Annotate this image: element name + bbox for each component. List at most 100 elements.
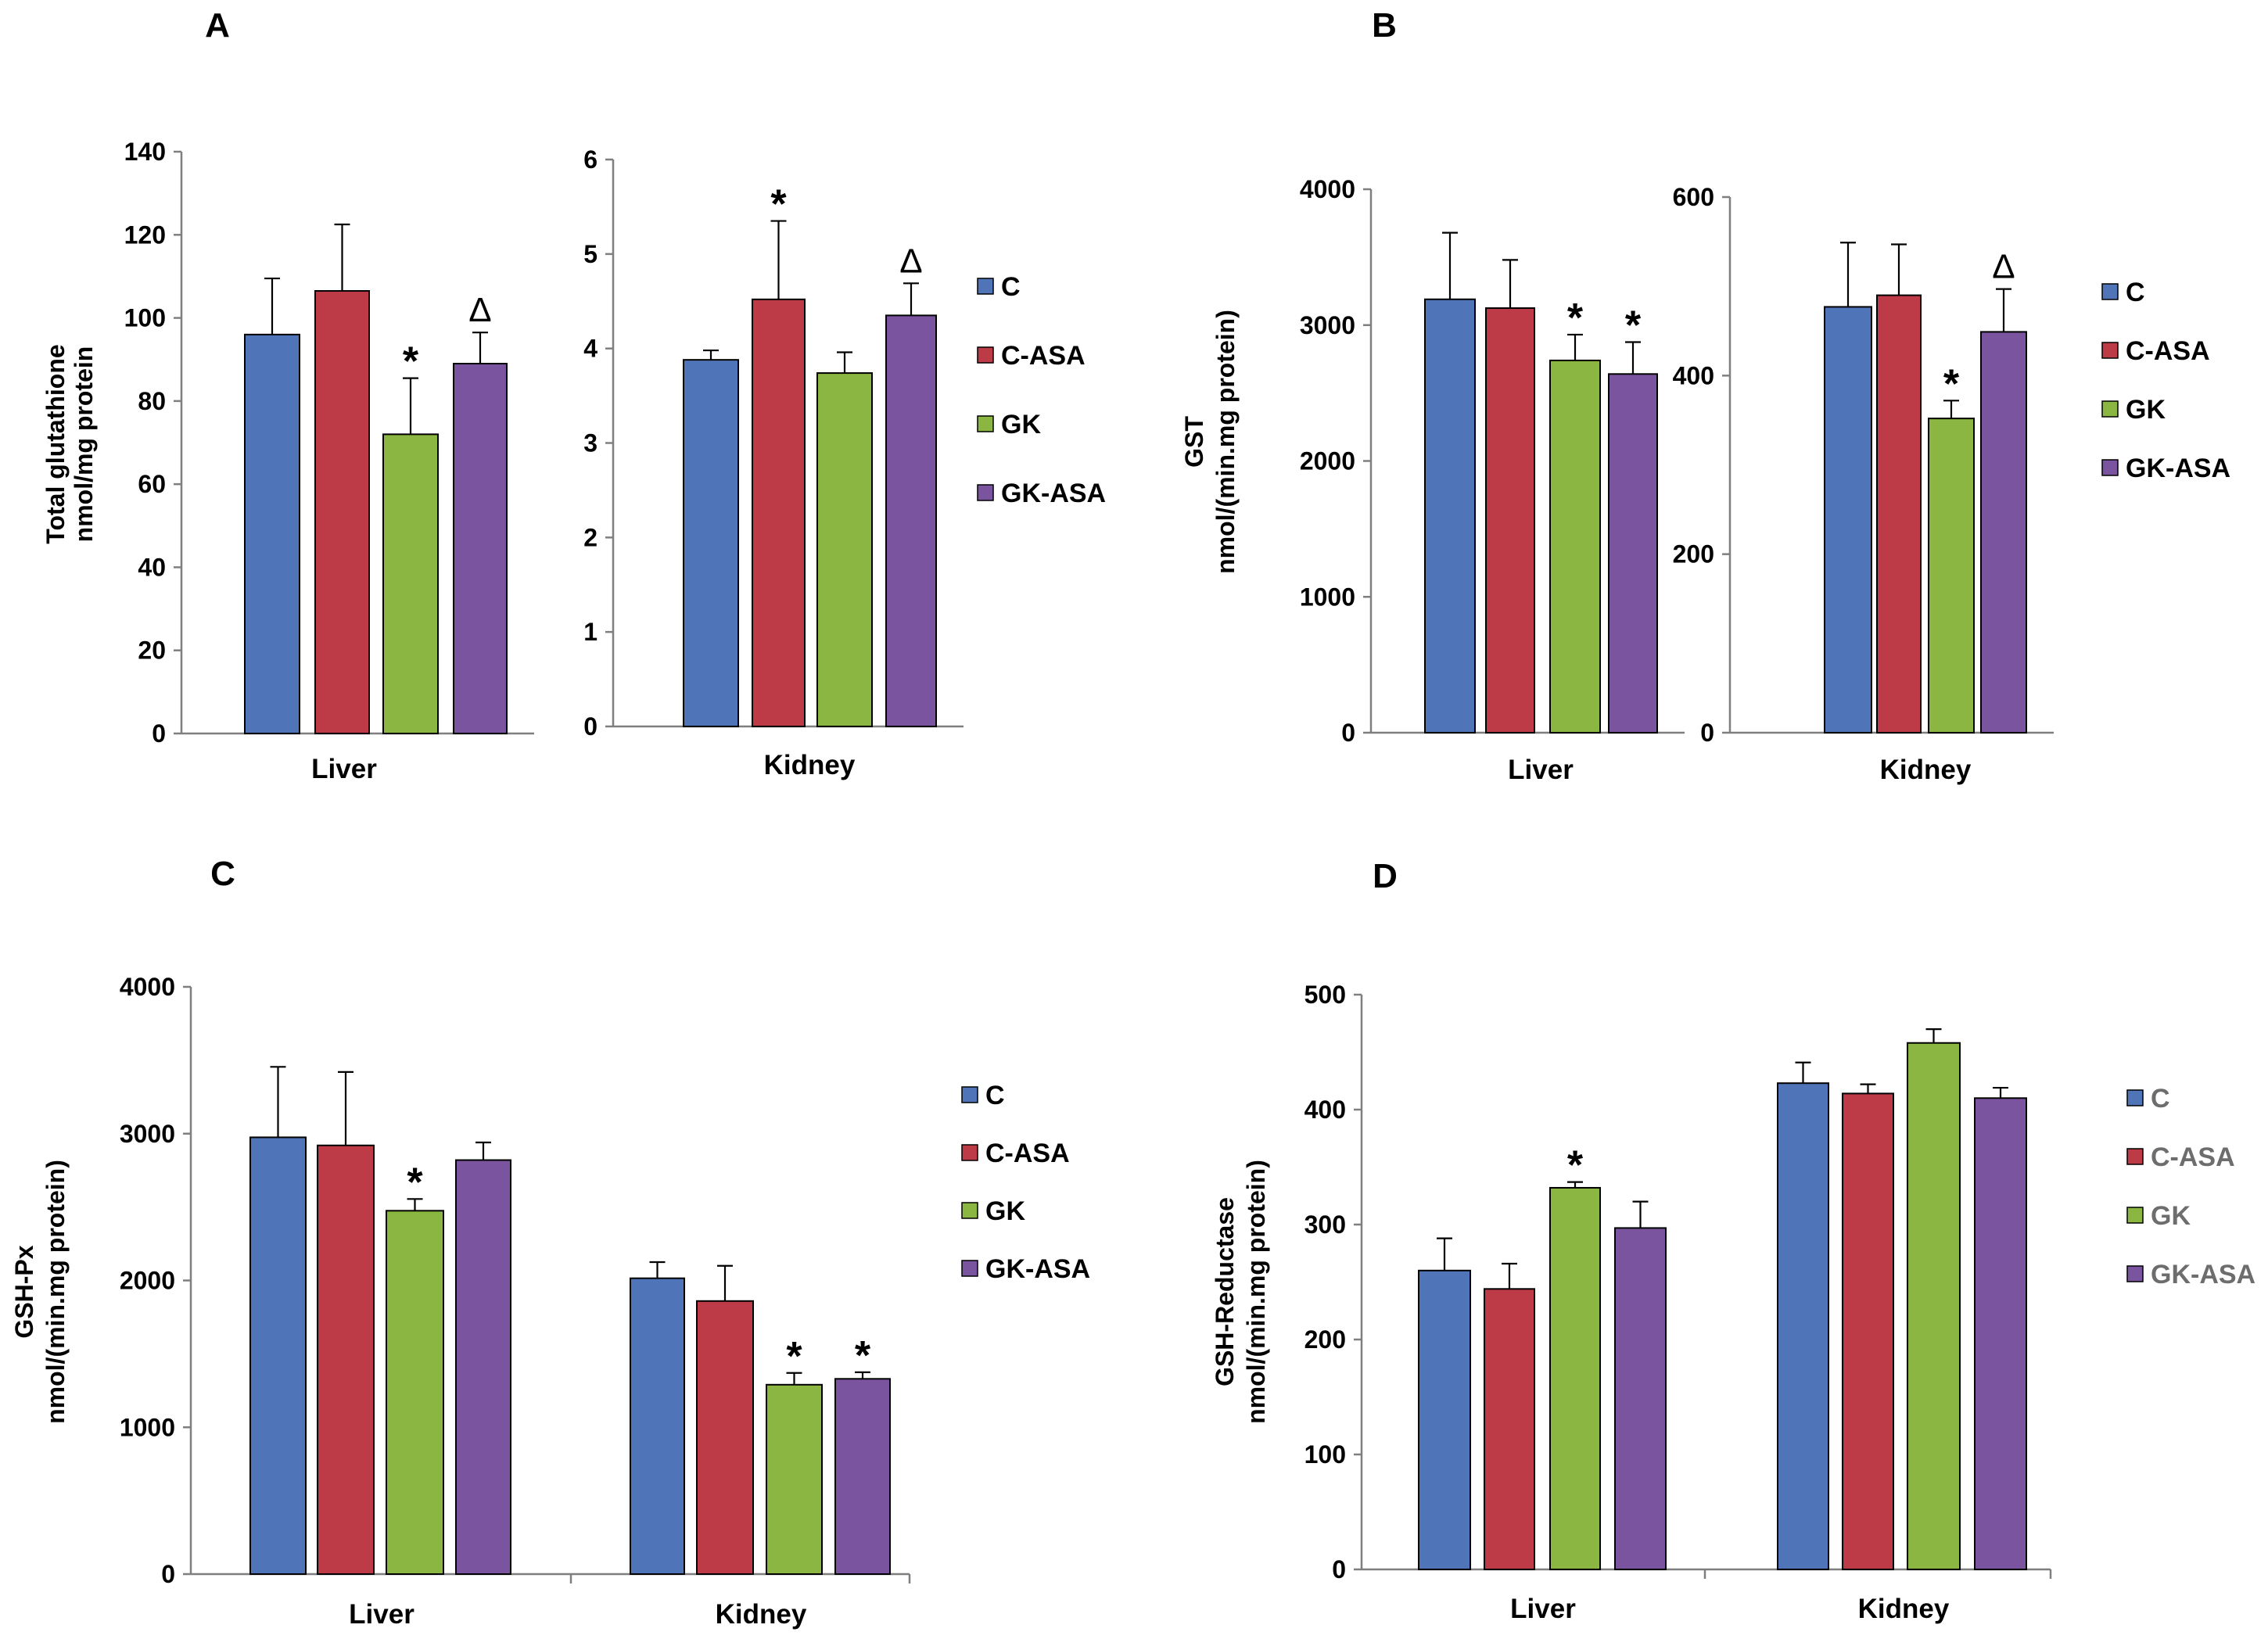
panel-c: C GSH-Px nmol/(min.mg protein) 0 1000 2000 300… (10, 855, 1090, 1630)
bar-liver-c-asa (314, 290, 370, 734)
significance-star: * (786, 1334, 802, 1379)
bar-kidney-c-asa (1842, 1092, 1894, 1571)
y-tick-label: 60 (138, 470, 166, 498)
y-tick-label: 2000 (120, 1267, 175, 1295)
bar-liver-gk (1549, 359, 1601, 733)
y-tick-label: 4000 (1300, 175, 1355, 203)
significance-star: * (403, 339, 419, 385)
legend-label-gk: GK (1001, 410, 1041, 439)
bar-liver-c (1418, 1269, 1471, 1571)
y-tick-label: 100 (124, 304, 166, 332)
y-tick-label: 6 (583, 145, 598, 174)
legend-swatch-gk (2101, 400, 2119, 418)
legend-swatch-gk-asa (961, 1260, 978, 1277)
legend-swatch-c-asa (2101, 342, 2119, 359)
y-axis-title: GST (1180, 416, 1208, 468)
bar-liver-c (244, 333, 300, 734)
bar-kidney-gk (1907, 1042, 1961, 1570)
y-tick-label: 120 (124, 221, 166, 249)
bar-liver-gk-asa (1608, 373, 1658, 733)
y-tick-label: 3000 (120, 1120, 175, 1148)
legend: C C-ASA GK GK-ASA (2126, 1084, 2255, 1289)
y-axis-title: nmol/(min.mg protein) (41, 1160, 70, 1424)
legend: C C-ASA GK GK-ASA (961, 1081, 1090, 1284)
x-category-label: Kidney (1858, 1594, 1950, 1624)
bar-kidney-c (1824, 306, 1872, 733)
legend-swatch-c (2101, 283, 2119, 300)
bar-kidney-gk-asa (885, 314, 937, 727)
bar-kidney-c-asa (1876, 294, 1922, 734)
bar-liver-c-asa (1484, 1288, 1535, 1570)
bar-kidney-gk (1928, 418, 1975, 734)
bar-liver-c (249, 1136, 307, 1575)
y-axis-title: Total glutathione (41, 344, 70, 543)
bar-liver-c-asa (317, 1144, 375, 1575)
legend-swatch-gk (961, 1202, 978, 1219)
bar-liver-c-asa (1485, 307, 1535, 733)
x-category-label: Liver (1510, 1594, 1576, 1624)
y-tick-label: 0 (1341, 719, 1355, 747)
bar-kidney-c (1777, 1082, 1829, 1570)
x-category-label: Liver (349, 1599, 414, 1630)
group-kidney: Kidney (1777, 1028, 2027, 1624)
x-category-label: Kidney (1880, 755, 1972, 785)
y-tick-label: 400 (1304, 1096, 1346, 1124)
y-tick-label: 20 (138, 637, 166, 665)
bar-kidney-c-asa (752, 298, 806, 728)
y-tick-label: 200 (1304, 1325, 1346, 1354)
legend: C C-ASA GK GK-ASA (2101, 278, 2230, 483)
y-tick-label: 0 (152, 719, 166, 748)
x-category-label: Kidney (716, 1599, 807, 1630)
legend-swatch-gk-asa (2101, 459, 2119, 476)
legend-swatch-c (961, 1086, 978, 1103)
panel-letter: C (210, 855, 235, 893)
bar-liver-gk (1549, 1186, 1601, 1570)
bar-liver-gk-asa (453, 363, 508, 734)
group-liver: * Liver (1418, 1143, 1667, 1624)
y-tick-label: 0 (1332, 1555, 1346, 1583)
legend-label-c-asa: C-ASA (985, 1139, 1070, 1168)
group-liver: * Liver (249, 1066, 511, 1630)
legend-label-c: C (2126, 278, 2145, 307)
legend-swatch-gk-asa (2126, 1265, 2144, 1282)
bar-kidney-gk (766, 1383, 823, 1575)
significance-star: * (1567, 296, 1584, 341)
legend-label-gk: GK (2126, 395, 2166, 425)
y-tick-label: 2000 (1300, 447, 1355, 475)
y-tick-label: 3000 (1300, 311, 1355, 339)
legend-label-c-asa: C-ASA (2151, 1142, 2235, 1172)
y-axis-title: GSH-Px (10, 1245, 38, 1338)
y-tick-label: 80 (138, 387, 166, 415)
y-tick-label: 1000 (120, 1413, 175, 1441)
y-axis-title: nmol/(min.mg protein) (1242, 1160, 1270, 1424)
bar-kidney-gk (816, 372, 873, 727)
legend-label-gk-asa: GK-ASA (1001, 479, 1106, 508)
x-category-label: Liver (1508, 755, 1574, 785)
y-tick-label: 400 (1673, 361, 1714, 389)
legend-swatch-c-asa (2126, 1148, 2144, 1165)
significance-delta: Δ (1992, 248, 2015, 286)
bar-kidney-c-asa (696, 1300, 754, 1576)
x-category-label: Kidney (764, 750, 856, 780)
legend-label-gk-asa: GK-ASA (2126, 454, 2230, 483)
legend: C C-ASA GK GK-ASA (977, 272, 1106, 508)
y-tick-label: 4 (583, 335, 598, 363)
significance-star: * (407, 1160, 423, 1205)
significance-delta: Δ (468, 291, 491, 329)
legend-swatch-gk-asa (977, 484, 994, 501)
significance-star: * (1625, 303, 1642, 348)
subplot-kidney: 0 1 2 3 4 5 6 * Δ Kidney (583, 145, 964, 780)
significance-delta: Δ (899, 242, 922, 280)
x-category-label: Liver (311, 754, 377, 784)
y-axis-title: nmol/(min.mg protein) (1211, 310, 1240, 574)
panel-d: D GSH-Reductase nmol/(min.mg protein) 0 100 2… (1211, 857, 2255, 1624)
group-kidney: * * Kidney (630, 1261, 891, 1630)
bar-kidney-gk-asa (1974, 1097, 2027, 1571)
subplot-liver: 0 20 40 60 80 100 120 140 * Δ Liver (124, 138, 534, 784)
panel-letter: D (1373, 857, 1398, 895)
legend-label-c: C (985, 1081, 1005, 1110)
y-axis-title: nmol/mg protein (70, 346, 98, 543)
y-tick-label: 1000 (1300, 583, 1355, 611)
y-tick-label: 600 (1673, 183, 1714, 211)
